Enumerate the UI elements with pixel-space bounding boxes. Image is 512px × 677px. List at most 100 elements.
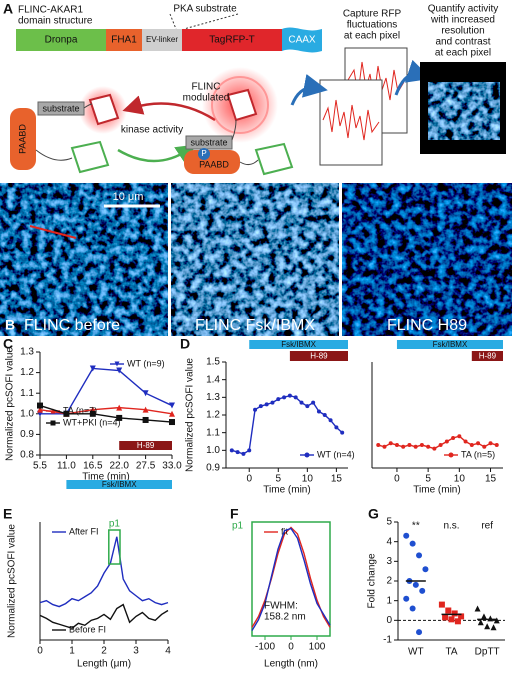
construct-subtitle: domain structure [18,16,93,27]
x-axis-label: Length (μm) [77,659,131,670]
marker [487,615,494,622]
treatment-bar [471,351,503,361]
y-tick-label: 3 [386,556,392,567]
marker [247,448,252,453]
marker [264,402,269,407]
series-line [39,536,169,608]
chart: D 0.9 1.0 1.1 1.2 1.3 1.4 1.5 0 5 10 15 Time (min) No… [180,336,355,496]
peak-box [108,529,121,565]
image-label: FLINC H89 [387,317,467,334]
x-tick-label: 3 [133,646,139,657]
linker [83,103,93,109]
marker [458,613,465,620]
x-tick-label: 2 [101,646,107,657]
marker [442,614,449,621]
marker [444,439,449,444]
marker [142,406,149,413]
paabd-label: PAABD [199,159,229,169]
x-tick-label: 0 [246,474,252,485]
legend-label: After FI [69,526,99,536]
image-label: FLINC Fsk/IBMX [195,317,315,334]
x-tick-label: 4 [165,646,171,657]
marker [258,404,263,409]
marker [340,430,345,435]
marker [413,444,418,449]
marker [426,444,431,449]
treatment-label: H-89 [137,441,155,450]
paabd [10,108,36,170]
chart: 0 5 10 15 Time (min) Fsk/IBMX H-89 TA (n=5) [371,340,503,496]
x-tick-label: 16.5 [83,461,103,472]
y-tick-label: 4 [386,536,392,547]
marker [488,441,493,446]
y-tick-label: 1 [386,595,392,606]
x-axis-label: Length (nm) [264,659,318,670]
arrow [394,59,432,96]
marker [409,605,416,612]
marker [403,595,410,602]
marker [454,618,461,625]
x-tick-label: 100 [309,642,326,653]
marker [482,444,487,449]
treatment-label: Fsk/IBMX [281,340,316,349]
caption: fluctuations [347,20,398,31]
substrate-label: substrate [190,137,227,147]
x-tick-label: 22.0 [109,461,129,472]
y-axis-label: Normalized pcSOFI value [5,347,16,461]
legend-label: TA (n=5) [461,449,495,459]
paabd [184,150,240,174]
marker [382,444,387,449]
x-axis-label: Time (min) [413,485,460,496]
marker [63,410,70,417]
caption: at each pixel [344,31,400,42]
x-axis-label: Time (min) [82,472,129,483]
dronpa [70,140,110,174]
domain [182,29,282,51]
y-tick-label: 0.9 [206,463,220,474]
x-tick-label: 0 [37,646,43,657]
y-tick-label: 0.8 [20,450,34,461]
dronpa [254,142,294,176]
domain [142,29,182,51]
legend-label: WT (n=9) [127,358,165,368]
legend-marker [114,361,120,367]
marker [322,413,327,417]
annotation: FLINC [192,82,221,93]
marker [469,443,474,448]
caption: and contrast [435,37,490,48]
domain-label: EV-linker [146,35,178,44]
glow-ring [211,76,269,134]
panel-letter: A [3,1,13,17]
phosphate [198,148,210,160]
marker [235,450,240,455]
caption: at each pixel [435,48,491,59]
marker [142,390,149,397]
domain-label: FHA1 [111,35,137,46]
legend-marker [50,420,56,426]
caption: with increased [430,15,495,26]
treatment-label: Fsk/IBMX [102,480,137,489]
marker [89,365,96,372]
fluorophore [88,93,120,126]
marker [311,400,316,405]
arrow [290,74,328,106]
profile-line [29,225,77,239]
marker [445,607,452,614]
series-line [39,404,173,423]
construct-title: FLINC-AKAR1 [18,5,83,16]
marker [480,613,487,620]
x-tick-label: 5 [425,474,431,485]
x-tick-label: 15 [331,474,343,485]
y-tick-label: 1.0 [20,408,34,419]
marker [463,439,468,444]
caption: resolution [441,26,484,37]
marker [116,414,123,421]
image-label: FLINC before [24,317,120,334]
x-tick-label: TA [445,647,457,658]
y-tick-label: 1.3 [206,392,220,403]
treatment-bar [249,340,348,349]
x-tick-label: 15 [485,474,497,485]
treatment-bar [396,340,503,349]
y-tick-label: 1.2 [206,410,220,421]
marker [229,448,234,453]
